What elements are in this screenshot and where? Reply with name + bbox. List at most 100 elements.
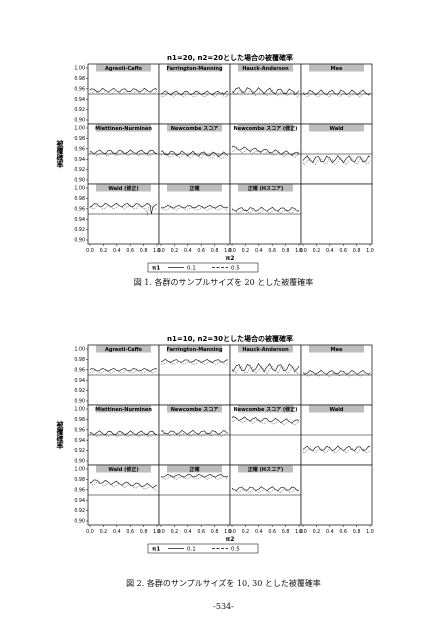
x-tick-label: 0.8 (140, 529, 148, 535)
panel-label: Newcombe スコア (171, 407, 219, 413)
series-line (302, 447, 371, 454)
x-tick-label: 0.8 (140, 248, 148, 254)
panel-label: Miettinen-Nurminen (95, 126, 152, 132)
y-tick-label: 0.94 (74, 498, 85, 504)
panel-label: 正確 (Hスコア) (248, 466, 284, 473)
series-line (231, 416, 300, 424)
y-axis-label: 被覆確率 (56, 139, 65, 169)
y-tick-label: 0.94 (74, 97, 85, 103)
y-tick-label: 0.92 (74, 107, 85, 113)
panel-label: Hauck-Anderson (242, 347, 289, 353)
panel (300, 464, 373, 526)
y-tick-label: 0.98 (74, 417, 85, 423)
panel-label: Wald (329, 126, 343, 132)
x-tick-label: 0.2 (100, 529, 108, 535)
x-tick-label: 0.4 (184, 248, 192, 254)
series-line (302, 155, 371, 164)
x-tick-label: 0.4 (326, 248, 334, 254)
panel-label: Miettinen-Nurminen (95, 407, 152, 413)
series-line (160, 361, 229, 365)
legend-title: π1 (152, 266, 160, 272)
y-tick-label: 0.90 (74, 459, 85, 465)
x-tick-label: 0.2 (171, 248, 179, 254)
series-line (231, 486, 300, 492)
panel: Hauck-Anderson (229, 63, 302, 125)
series-line (160, 150, 229, 158)
series-line (231, 488, 300, 494)
panel-strip (309, 124, 364, 132)
y-tick-label: 0.98 (74, 76, 85, 82)
series-line (89, 479, 158, 489)
figure-1-caption: 図 1. 各群のサンプルサイズを 20 とした被覆確率 (133, 278, 314, 287)
panel: 正確 (158, 464, 231, 526)
x-tick-label: 0.6 (126, 529, 134, 535)
x-tick-label: 0.8 (211, 529, 219, 535)
y-tick-label: 0.90 (74, 519, 85, 525)
panel-strip (309, 345, 364, 353)
y-tick-label: 0.96 (74, 86, 85, 92)
panel: 正確 (158, 183, 231, 245)
panel-label: Mee (331, 347, 343, 353)
y-tick-label: 1.00 (74, 467, 85, 473)
x-tick-label: 0.4 (184, 529, 192, 535)
y-tick-label: 0.90 (74, 118, 85, 124)
y-tick-label: 0.94 (74, 217, 85, 223)
y-tick-label: 0.92 (74, 508, 85, 514)
panel: 正確 (Hスコア) (229, 183, 302, 245)
y-tick-label: 1.00 (74, 126, 85, 132)
x-tick-label: 0.8 (282, 529, 290, 535)
x-tick-label: 0.6 (197, 248, 205, 254)
series-line (160, 359, 229, 363)
x-tick-label: 0.6 (339, 529, 347, 535)
series-line (232, 148, 300, 159)
y-axis-label: 被覆確率 (56, 420, 65, 450)
y-tick-label: 0.92 (74, 448, 85, 454)
series-line (160, 431, 229, 438)
panel: Wald (修正) (87, 464, 160, 526)
panel: Miettinen-Nurminen (87, 404, 160, 466)
panel-strip (167, 64, 222, 72)
page-number: -534- (213, 602, 234, 611)
legend: π1 0.1 0.5 (147, 543, 259, 554)
x-tick-label: 0.2 (100, 248, 108, 254)
y-tick-label: 0.96 (74, 146, 85, 152)
series-line (302, 91, 371, 98)
panel-frame (300, 464, 373, 526)
panel-label: Farrington-Manning (166, 347, 222, 353)
panel-strip (238, 184, 293, 192)
series-line (89, 89, 158, 95)
y-tick-label: 0.98 (74, 357, 85, 363)
x-tick-label: 0.0 (228, 248, 236, 254)
legend-entry: 0.1 (187, 266, 196, 272)
panel-strip (238, 465, 293, 473)
y-tick-label: 0.94 (74, 438, 85, 444)
panel-strip (167, 345, 222, 353)
panel-strip (309, 405, 364, 413)
panel-label: Newcombe スコア (171, 126, 219, 132)
y-tick-label: 0.90 (74, 399, 85, 405)
x-tick-label: 0.0 (157, 248, 165, 254)
panel: Newcombe スコア (158, 123, 231, 185)
legend-entry: 0.5 (231, 266, 240, 272)
y-tick-label: 0.96 (74, 427, 85, 433)
panel-strip (96, 184, 151, 192)
y-tick-label: 0.94 (74, 378, 85, 384)
series-line (89, 204, 158, 216)
series-line (302, 445, 371, 452)
series-line (89, 202, 158, 214)
series-line (231, 145, 300, 156)
panel: Newcombe スコア (158, 404, 231, 466)
x-tick-label: 0.2 (242, 529, 250, 535)
series-line (89, 151, 158, 157)
series-line (89, 481, 158, 491)
x-axis-label: π2 (226, 255, 235, 262)
panel-strip (96, 465, 151, 473)
x-tick-label: 0.8 (353, 529, 361, 535)
x-tick-label: 0.4 (255, 248, 263, 254)
x-tick-label: 0.4 (113, 529, 121, 535)
x-tick-label: 1.0 (366, 529, 374, 535)
series-line (160, 206, 228, 211)
series-line (89, 430, 158, 436)
